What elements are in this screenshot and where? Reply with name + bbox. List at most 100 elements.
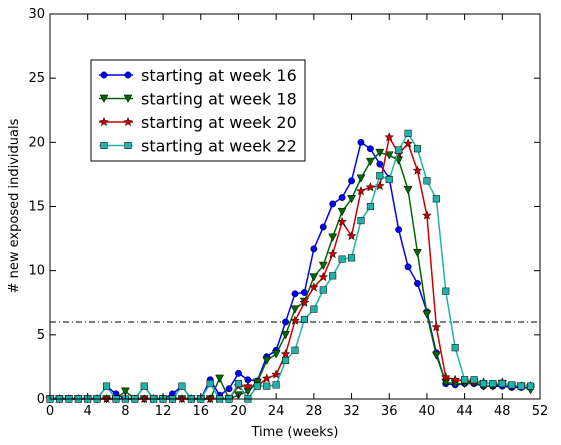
data-point [376, 160, 384, 168]
data-point [421, 210, 432, 220]
data-point [450, 374, 461, 384]
data-point [329, 200, 337, 208]
legend-marker [124, 141, 132, 150]
data-point [327, 248, 338, 259]
data-point [328, 233, 338, 242]
data-point [309, 273, 319, 282]
data-point [282, 318, 290, 326]
data-point [281, 331, 290, 340]
y-tick-label: 5 [37, 328, 45, 343]
data-point [290, 315, 300, 325]
data-point [440, 371, 451, 382]
data-point [404, 129, 412, 137]
data-point [271, 369, 282, 379]
data-point [375, 148, 385, 158]
data-point [489, 380, 497, 388]
legend-label: starting at week 18 [141, 90, 297, 109]
data-point [431, 321, 442, 332]
data-point [291, 346, 299, 354]
legend-marker [123, 94, 133, 104]
data-point [140, 382, 148, 390]
legend-marker [99, 94, 109, 104]
data-point [319, 286, 327, 294]
data-point [413, 248, 422, 258]
data-point [215, 374, 225, 383]
data-point [271, 350, 281, 359]
data-point [319, 223, 327, 231]
data-point [272, 381, 280, 389]
data-point [422, 310, 432, 319]
data-point [395, 146, 403, 154]
data-point [403, 138, 414, 148]
data-point [413, 145, 422, 153]
legend-marker [123, 116, 133, 127]
data-point [366, 202, 374, 211]
data-point [498, 380, 506, 388]
legend-marker [100, 141, 108, 150]
data-point [253, 382, 261, 390]
data-point [412, 165, 423, 175]
data-point [242, 380, 253, 391]
data-point [356, 185, 366, 196]
data-point [225, 385, 233, 393]
data-point [318, 261, 328, 271]
x-tick-label: 12 [155, 404, 172, 419]
data-point [299, 297, 310, 307]
data-point [431, 351, 441, 360]
data-point [308, 282, 319, 292]
x-axis-title: Time (weeks) [250, 425, 338, 440]
y-tick-label: 30 [28, 7, 45, 22]
data-point [527, 382, 535, 390]
data-point [508, 381, 516, 389]
data-point [365, 182, 376, 192]
x-tick-label: 40 [419, 404, 436, 419]
x-tick-label: 48 [494, 404, 511, 419]
data-point [357, 217, 365, 225]
data-point [338, 194, 346, 201]
legend-marker [99, 116, 109, 127]
series-layer [45, 129, 536, 404]
x-tick-label: 0 [46, 404, 54, 419]
data-point [206, 380, 214, 388]
x-tick-label: 16 [192, 404, 209, 419]
data-point [442, 287, 450, 295]
data-point [356, 174, 366, 183]
data-point [290, 305, 300, 314]
data-point [261, 373, 272, 383]
series-line [50, 151, 531, 400]
legend-marker [100, 71, 108, 79]
data-point [347, 254, 356, 262]
data-point [414, 280, 421, 287]
y-tick-label: 0 [37, 392, 45, 407]
x-tick-label: 32 [343, 404, 360, 419]
data-point [517, 382, 525, 390]
data-point [337, 216, 348, 227]
legend-item: starting at week 20 [99, 113, 297, 132]
x-tick-label: 4 [84, 404, 92, 419]
y-tick-label: 20 [28, 135, 45, 150]
data-point [291, 290, 299, 298]
data-point [234, 380, 243, 388]
y-tick-label: 15 [28, 200, 45, 215]
legend-label: starting at week 16 [141, 66, 297, 85]
data-point [338, 255, 346, 263]
x-tick-label: 28 [306, 404, 323, 419]
data-point [479, 380, 488, 388]
data-point [280, 348, 291, 359]
x-tick-label: 20 [230, 404, 247, 419]
data-point [329, 272, 337, 280]
legend: starting at week 16 starting at week 18 st… [90, 59, 306, 162]
data-point [310, 305, 318, 313]
data-point [395, 226, 403, 234]
data-point [282, 356, 290, 365]
data-point [337, 207, 347, 217]
data-point [451, 344, 459, 352]
data-point [263, 382, 271, 390]
data-point [384, 151, 394, 160]
data-point [376, 172, 384, 180]
legend-marker [124, 71, 132, 79]
y-axis-title: # new exposed individuals [7, 118, 22, 293]
data-point [470, 376, 478, 384]
x-tick-label: 8 [121, 404, 129, 419]
